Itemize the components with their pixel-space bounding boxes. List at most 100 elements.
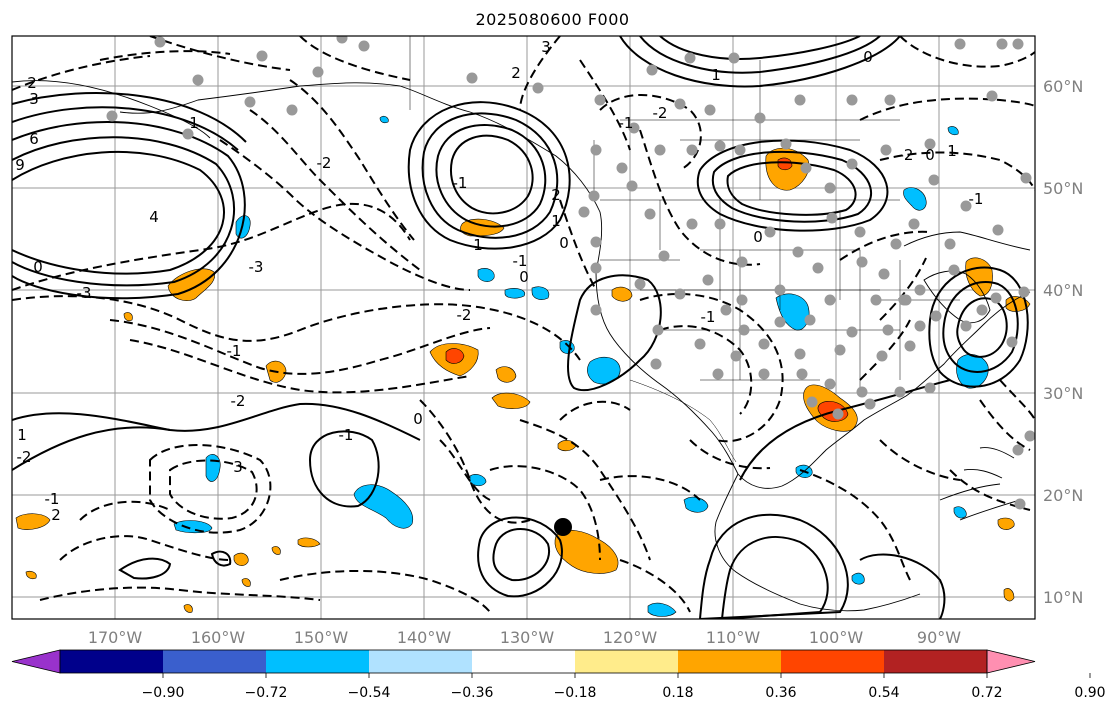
anomaly-patch (353, 484, 414, 529)
station-dot (824, 378, 836, 390)
station-dot (626, 180, 638, 192)
station-dot (796, 368, 808, 380)
station-dot (954, 38, 966, 50)
station-dot (628, 122, 640, 134)
anomaly-patch (1003, 588, 1015, 602)
lon-tick-label: 110°W (706, 628, 761, 647)
contour-label: 0 (413, 410, 423, 428)
station-dot (686, 218, 698, 230)
station-dot (792, 246, 804, 258)
station-dot (882, 324, 894, 336)
station-dot (764, 226, 776, 238)
station-dot (702, 274, 714, 286)
anomaly-patch (531, 286, 550, 300)
station-dot (616, 162, 628, 174)
colorbar-tick-label: 0.18 (662, 685, 693, 701)
station-dot (590, 144, 602, 156)
station-dot (714, 140, 726, 152)
anomaly-patch (25, 570, 37, 580)
station-dot (588, 190, 600, 202)
station-dot (846, 326, 858, 338)
station-dot (890, 238, 902, 250)
anomaly-patch (683, 496, 709, 513)
contour-label: -3 (77, 284, 92, 302)
anomaly-patch (851, 572, 865, 585)
colorbar-segment (575, 650, 679, 673)
station-dot (590, 262, 602, 274)
dashed-contours (12, 36, 1035, 613)
contour-label: 2 (51, 506, 61, 524)
station-dot (590, 304, 602, 316)
station-dot (960, 320, 972, 332)
contour-label: 1 (711, 66, 721, 84)
anomaly-patch (271, 546, 281, 555)
station-dot (712, 368, 724, 380)
contour-label: 1 (17, 426, 27, 444)
lat-tick-label: 50°N (1043, 179, 1083, 198)
contour-label: 3 (541, 38, 551, 56)
station-dot (856, 256, 868, 268)
anomaly-patch (173, 520, 213, 534)
station-dot (824, 294, 836, 306)
lat-tick-label: 10°N (1043, 588, 1083, 607)
contour-label: 0 (33, 258, 43, 276)
contour-label: 2 (551, 186, 561, 204)
station-dot (846, 94, 858, 106)
anomaly-patch (297, 537, 321, 548)
station-dot (728, 52, 740, 64)
contour-label: -1 (513, 252, 528, 270)
station-dot (286, 104, 298, 116)
station-dot (654, 144, 666, 156)
station-dot (960, 200, 972, 212)
station-dot (634, 278, 646, 290)
station-dot (986, 90, 998, 102)
station-dot (336, 36, 348, 44)
contour-label: 0 (559, 234, 569, 252)
station-dot (884, 94, 896, 106)
station-dot (976, 304, 988, 316)
station-dot (800, 162, 812, 174)
station-dot (908, 218, 920, 230)
station-dot (182, 128, 194, 140)
colorbar-segment (678, 650, 782, 673)
station-dot (1018, 286, 1030, 298)
colorbar-segment (472, 650, 576, 673)
lon-tick-label: 160°W (191, 628, 246, 647)
colorbar-tick-label: 0.54 (868, 685, 899, 701)
station-dot (1012, 444, 1024, 456)
contour-label: -1 (453, 174, 468, 192)
contour-label: 2 (511, 64, 521, 82)
contour-label: -2 (317, 154, 332, 172)
colorbar-segment (369, 650, 473, 673)
colorbar-segment (781, 650, 885, 673)
station-dot (914, 320, 926, 332)
contour-label: 1 (947, 142, 957, 160)
contour-label: -1 (45, 490, 60, 508)
anomaly-patch (953, 506, 967, 519)
station-dot (774, 284, 786, 296)
solid-contours (12, 36, 1029, 619)
station-dot (774, 316, 786, 328)
station-dot (244, 96, 256, 108)
station-dot (714, 218, 726, 230)
anomaly-patch (233, 552, 249, 566)
station-dot (646, 64, 658, 76)
colorbar-extend-low (11, 649, 61, 674)
station-dot (652, 324, 664, 336)
colorbar-segment (266, 650, 370, 673)
anomaly-patch (997, 517, 1015, 530)
station-dot (780, 138, 792, 150)
contour-label: -2 (17, 448, 32, 466)
station-dot (794, 94, 806, 106)
station-dot (1014, 498, 1026, 510)
anomaly-patch (469, 474, 487, 487)
contour-label: -1 (701, 308, 716, 326)
station-dot (674, 288, 686, 300)
station-dot (1024, 430, 1035, 442)
colorbar-tick-label: −0.72 (245, 685, 288, 701)
station-dot (686, 144, 698, 156)
station-dot (914, 284, 926, 296)
contour-label: 9 (15, 156, 25, 174)
station-dot (876, 350, 888, 362)
